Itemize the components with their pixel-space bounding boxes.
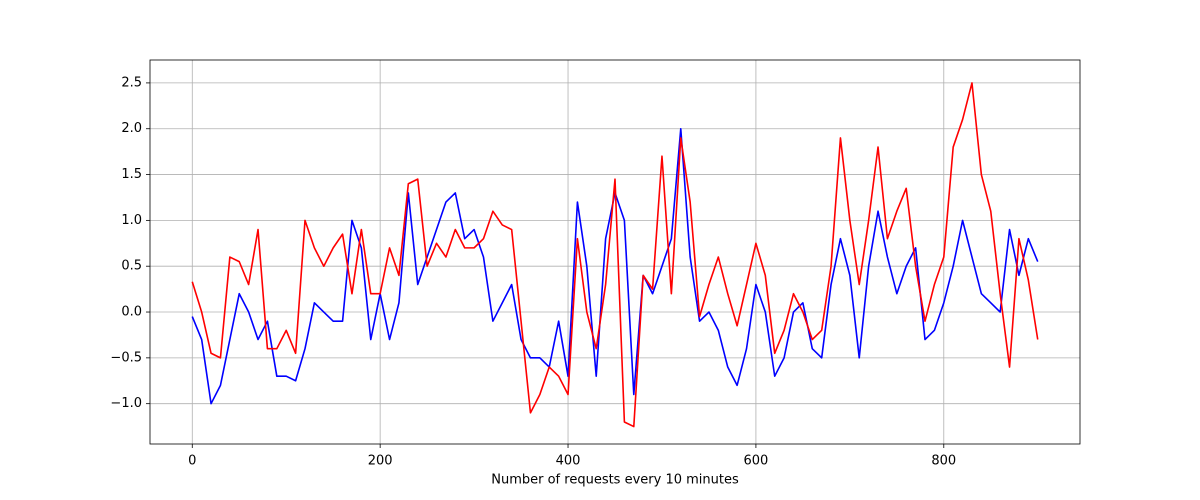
line-series (191, 82, 1039, 428)
x-tick-label: 0 (188, 454, 196, 469)
x-axis-label: Number of requests every 10 minutes (491, 473, 739, 488)
y-tick-label: 1.5 (121, 167, 142, 182)
y-tick-label: 0.0 (121, 305, 142, 320)
plot-frame (149, 59, 1081, 445)
x-tick-label: 600 (743, 454, 768, 469)
y-tick-label: 2.0 (121, 121, 142, 136)
y-tick-label: 2.5 (121, 75, 142, 90)
y-tick-label: −1.0 (110, 396, 142, 411)
x-tick-label: 200 (368, 454, 393, 469)
y-tick-label: 1.0 (121, 213, 142, 228)
y-tick-label: 0.5 (121, 259, 142, 274)
x-tick-label: 400 (556, 454, 581, 469)
x-tick-label: 800 (931, 454, 956, 469)
y-tick-label: −0.5 (110, 350, 142, 365)
